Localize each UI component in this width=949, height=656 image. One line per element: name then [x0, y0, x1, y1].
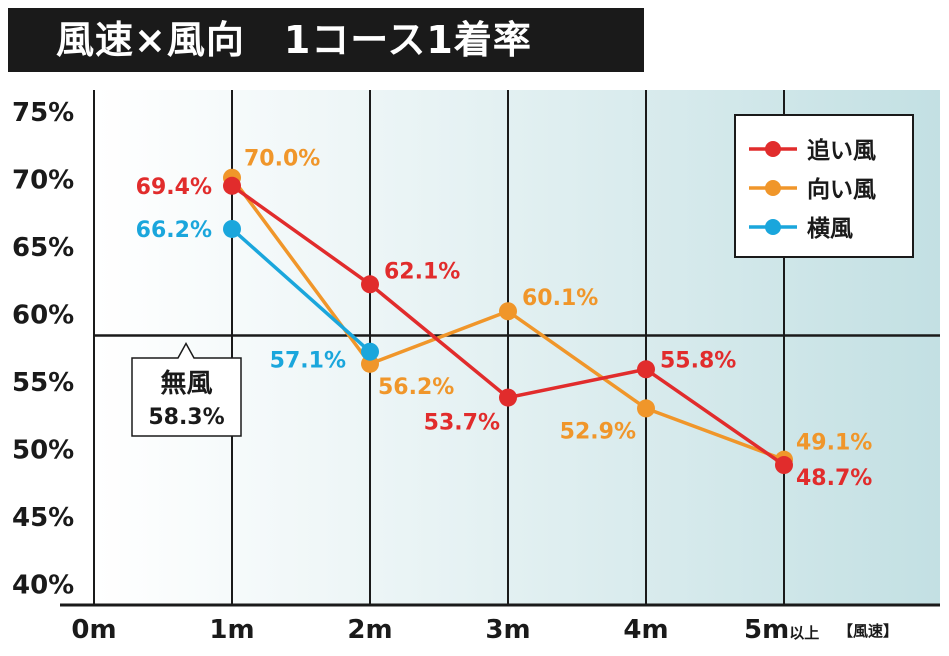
reference-label-title: 無風 [160, 369, 212, 399]
x-axis-label: 【風速】 [838, 622, 898, 640]
x-tick-label: 3m [485, 615, 530, 645]
legend-label: 追い風 [807, 137, 876, 164]
data-point [775, 456, 793, 475]
x-tick-label: 5m以上 [744, 615, 819, 645]
series-group [223, 168, 793, 475]
reference-line-group: 無風 58.3% [94, 334, 940, 437]
y-tick-label: 45% [12, 503, 74, 533]
legend-swatch-marker [765, 180, 781, 196]
y-tick-label: 65% [12, 233, 74, 263]
chart-title: 風速×風向 1コース1着率 [8, 8, 644, 72]
legend-box [734, 114, 914, 258]
legend-label: 横風 [807, 216, 853, 242]
x-tick-label: 4m [623, 615, 668, 645]
x-tick-label: 1m [209, 615, 254, 645]
data-label: 52.9% [560, 419, 636, 444]
data-label: 62.1% [384, 259, 460, 284]
x-tick-label: 0m [71, 615, 116, 645]
legend-label: 向い風 [807, 176, 876, 203]
data-point [499, 302, 517, 321]
data-point [223, 176, 241, 195]
data-label: 53.7% [424, 411, 500, 436]
data-labels: 69.4% 62.1% 53.7% 55.8% 48.7% 70.0% 56.2% 60.1%… [136, 147, 873, 491]
y-tick-label: 75% [12, 98, 74, 128]
data-label: 60.1% [522, 286, 598, 311]
y-tick-label: 70% [12, 166, 74, 196]
reference-callout-box [131, 341, 242, 437]
data-label: 57.1% [270, 349, 346, 374]
data-label: 66.2% [136, 218, 212, 243]
y-tick-label: 55% [12, 368, 74, 398]
x-tick-label: 2m [347, 615, 392, 645]
data-point [499, 388, 517, 407]
y-tick-label: 50% [12, 436, 74, 466]
data-point [361, 342, 379, 361]
data-label: 70.0% [244, 147, 320, 172]
y-tick-label: 60% [12, 301, 74, 331]
reference-label-value: 58.3% [148, 405, 224, 430]
data-point [637, 399, 655, 418]
data-label: 69.4% [136, 175, 212, 200]
axis-labels: 40% 45% 50% 55% 60% 65% 70% 75% 0m 1m 2m 3m 4m 5m以上 【風… [12, 98, 898, 645]
data-label: 55.8% [660, 348, 736, 373]
data-label: 49.1% [796, 431, 872, 456]
data-point [223, 219, 241, 238]
data-label: 56.2% [378, 375, 454, 400]
legend-swatch-marker [765, 141, 781, 157]
data-label: 48.7% [796, 466, 872, 491]
y-tick-label: 40% [12, 570, 74, 600]
series-line-2 [230, 227, 372, 354]
legend-swatch-marker [765, 219, 781, 235]
data-point [361, 275, 379, 294]
data-point [637, 360, 655, 379]
